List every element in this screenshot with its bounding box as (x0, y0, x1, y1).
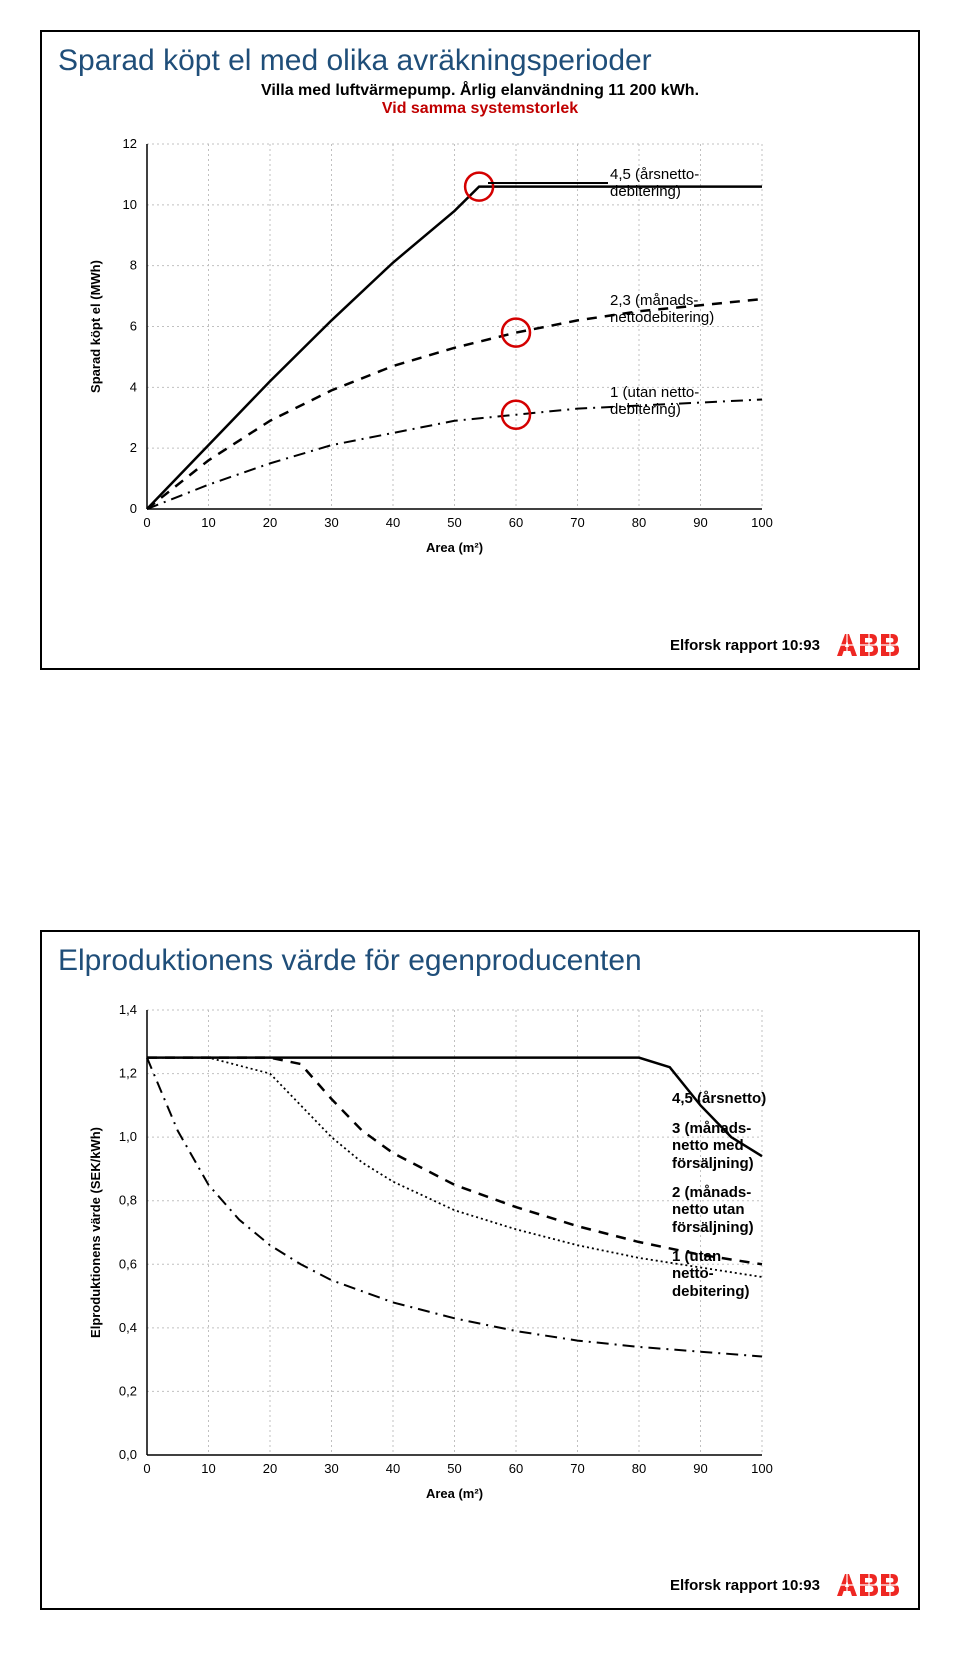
svg-text:1,0: 1,0 (119, 1129, 137, 1144)
svg-text:0,2: 0,2 (119, 1383, 137, 1398)
annot-text: 3 (månads- (672, 1120, 751, 1137)
bottom-chart: 0 10 20 30 40 50 60 70 80 90 100 0,0 0,2 0,4 0,6 0,8 1,0… (82, 990, 782, 1510)
svg-text:30: 30 (324, 1461, 338, 1476)
annot-text: 2 (månads- (672, 1184, 751, 1201)
svg-text:90: 90 (693, 1461, 707, 1476)
top-subtitle-1: Villa med luftvärmepump. Årlig elanvändn… (42, 82, 918, 100)
annot-b4: 1 (utan netto- debitering) (672, 1248, 750, 1300)
annot-text: 1 (utan (672, 1248, 721, 1265)
svg-text:80: 80 (632, 1461, 646, 1476)
abb-logo-icon (836, 1572, 902, 1598)
annot-text: netto med (672, 1137, 744, 1154)
svg-text:70: 70 (570, 515, 584, 530)
top-chart: 0 10 20 30 40 50 60 70 80 90 100 0 2 4 6 8 10 12 Area (m²)… (82, 124, 782, 564)
bottom-title: Elproduktionens värde för egenproducente… (58, 944, 918, 978)
svg-text:60: 60 (509, 515, 523, 530)
svg-text:90: 90 (693, 515, 707, 530)
bottom-footer: Elforsk rapport 10:93 (670, 1572, 902, 1598)
annot-b2: 3 (månads- netto med försäljning) (672, 1120, 754, 1172)
svg-text:10: 10 (201, 515, 215, 530)
top-panel: Sparad köpt el med olika avräkningsperio… (40, 30, 920, 670)
svg-text:50: 50 (447, 1461, 461, 1476)
svg-text:30: 30 (324, 515, 338, 530)
annot-1: 1 (utan netto- debitering) (610, 384, 699, 419)
annot-b1: 4,5 (årsnetto) (672, 1090, 766, 1107)
svg-text:0: 0 (143, 1461, 150, 1476)
svg-text:0,4: 0,4 (119, 1320, 137, 1335)
svg-text:0,0: 0,0 (119, 1447, 137, 1462)
svg-text:1,2: 1,2 (119, 1066, 137, 1081)
svg-text:12: 12 (123, 136, 137, 151)
annot-text: debitering) (672, 1283, 750, 1300)
svg-text:6: 6 (130, 319, 137, 334)
svg-text:8: 8 (130, 258, 137, 273)
svg-text:2: 2 (130, 440, 137, 455)
annot-text: försäljning) (672, 1219, 754, 1236)
svg-text:70: 70 (570, 1461, 584, 1476)
svg-text:Area (m²): Area (m²) (426, 540, 483, 555)
abb-logo-icon (836, 632, 902, 658)
top-footer: Elforsk rapport 10:93 (670, 632, 902, 658)
annot-text: netto utan (672, 1201, 745, 1218)
svg-text:40: 40 (386, 1461, 400, 1476)
svg-text:100: 100 (751, 1461, 773, 1476)
svg-text:50: 50 (447, 515, 461, 530)
svg-text:1,4: 1,4 (119, 1002, 137, 1017)
annot-4-5: 4,5 (årsnetto- debitering) (610, 166, 699, 201)
svg-text:0,6: 0,6 (119, 1256, 137, 1271)
svg-text:Area (m²): Area (m²) (426, 1486, 483, 1501)
annot-text: nettodebitering) (610, 309, 714, 326)
elforsk-label: Elforsk rapport 10:93 (670, 637, 820, 654)
annot-2-3: 2,3 (månads- nettodebitering) (610, 292, 714, 327)
svg-text:80: 80 (632, 515, 646, 530)
bottom-panel: Elproduktionens värde för egenproducente… (40, 930, 920, 1610)
svg-text:0: 0 (143, 515, 150, 530)
svg-text:Sparad köpt el (MWh): Sparad köpt el (MWh) (88, 260, 103, 393)
annot-text: 2,3 (månads- (610, 292, 698, 309)
annot-text: 4,5 (årsnetto- (610, 166, 699, 183)
annot-text: netto- (672, 1265, 714, 1282)
annot-text: 4,5 (årsnetto) (672, 1090, 766, 1107)
svg-text:60: 60 (509, 1461, 523, 1476)
svg-text:10: 10 (201, 1461, 215, 1476)
annot-text: försäljning) (672, 1155, 754, 1172)
svg-text:20: 20 (263, 515, 277, 530)
top-title: Sparad köpt el med olika avräkningsperio… (58, 44, 918, 78)
top-subtitle-2: Vid samma systemstorlek (42, 100, 918, 118)
callout-line (488, 182, 608, 184)
svg-text:0: 0 (130, 501, 137, 516)
annot-text: 1 (utan netto- (610, 384, 699, 401)
svg-text:Elproduktionens värde (SEK/kWh: Elproduktionens värde (SEK/kWh) (88, 1127, 103, 1338)
annot-b3: 2 (månads- netto utan försäljning) (672, 1184, 754, 1236)
svg-text:20: 20 (263, 1461, 277, 1476)
svg-text:100: 100 (751, 515, 773, 530)
svg-text:4: 4 (130, 379, 137, 394)
svg-text:10: 10 (123, 197, 137, 212)
elforsk-label: Elforsk rapport 10:93 (670, 1577, 820, 1594)
annot-text: debitering) (610, 401, 681, 418)
svg-text:0,8: 0,8 (119, 1193, 137, 1208)
annot-text: debitering) (610, 183, 681, 200)
svg-text:40: 40 (386, 515, 400, 530)
